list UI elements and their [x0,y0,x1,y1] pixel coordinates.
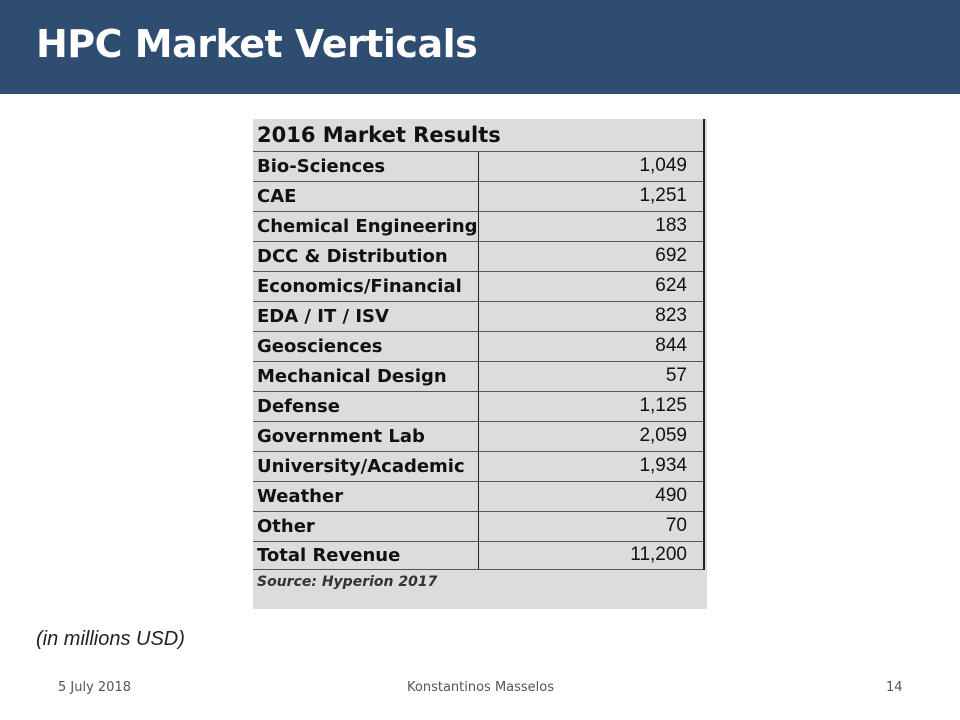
row-label: Geosciences [253,331,479,362]
row-value: 183 [478,211,705,242]
slide-title: HPC Market Verticals [36,22,478,66]
total-row: Total Revenue 11,200 [253,541,705,570]
row-value: 844 [478,331,705,362]
table-row: EDA / IT / ISV 823 [253,301,705,332]
total-value: 11,200 [478,541,705,570]
row-value: 823 [478,301,705,332]
row-value: 490 [478,481,705,512]
row-label: Bio-Sciences [253,151,479,182]
table-row: Geosciences 844 [253,331,705,362]
footer-author: Konstantinos Masselos [407,680,555,695]
row-label: Economics/Financial [253,271,479,302]
row-label: University/Academic [253,451,479,482]
row-value: 1,049 [478,151,705,182]
row-label: Defense [253,391,479,422]
table-row: Defense 1,125 [253,391,705,422]
market-results-table: 2016 Market Results Bio-Sciences 1,049 C… [253,119,707,609]
row-value: 624 [478,271,705,302]
table-heading: 2016 Market Results [253,119,705,152]
table-row: Economics/Financial 624 [253,271,705,302]
table-row: Other 70 [253,511,705,542]
table-row: DCC & Distribution 692 [253,241,705,272]
table-row: CAE 1,251 [253,181,705,212]
row-label: DCC & Distribution [253,241,479,272]
row-value: 692 [478,241,705,272]
table-row: University/Academic 1,934 [253,451,705,482]
row-value: 1,934 [478,451,705,482]
source-row: Source: Hyperion 2017 [253,569,704,595]
table-row: Chemical Engineering 183 [253,211,705,242]
page-number: 14 [886,680,903,695]
table-row: Weather 490 [253,481,705,512]
total-label: Total Revenue [253,541,479,570]
table-heading-row: 2016 Market Results [253,119,705,152]
row-value: 2,059 [478,421,705,452]
row-label: Weather [253,481,479,512]
results-table: 2016 Market Results Bio-Sciences 1,049 C… [253,119,705,595]
footer-date: 5 July 2018 [58,680,131,695]
row-value: 1,125 [478,391,705,422]
table-row: Bio-Sciences 1,049 [253,151,705,182]
row-label: EDA / IT / ISV [253,301,479,332]
table-row: Mechanical Design 57 [253,361,705,392]
source-note: Source: Hyperion 2017 [257,574,438,591]
row-label: Chemical Engineering [253,211,479,242]
row-label: Mechanical Design [253,361,479,392]
row-value: 1,251 [478,181,705,212]
row-value: 57 [478,361,705,392]
row-label: CAE [253,181,479,212]
table-row: Government Lab 2,059 [253,421,705,452]
title-bar: HPC Market Verticals [0,0,960,94]
row-value: 70 [478,511,705,542]
row-label: Government Lab [253,421,479,452]
units-note: (in millions USD) [36,628,185,650]
row-label: Other [253,511,479,542]
